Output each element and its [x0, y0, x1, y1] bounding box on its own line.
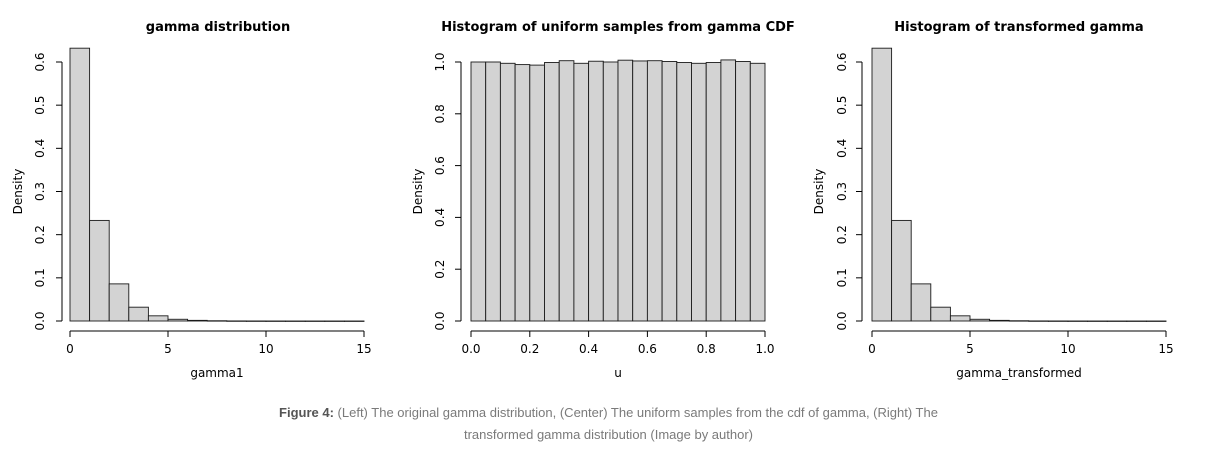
x-tick-label: 0.6 — [638, 342, 657, 356]
y-tick-label: 0.2 — [33, 225, 47, 244]
y-tick-label: 0.3 — [835, 182, 849, 201]
chart-panel-3: Histogram of transformed gamma 0 5 10 15 gamm… — [812, 20, 1174, 380]
x-tick-label: 5 — [966, 342, 974, 356]
histogram-bar — [485, 61, 501, 322]
histogram-bar — [573, 62, 590, 322]
histogram-bar — [187, 319, 208, 322]
histogram-bar — [529, 64, 545, 322]
histogram-bar — [470, 61, 487, 322]
y-axis-label: Density — [411, 169, 425, 215]
histogram-bar — [910, 283, 932, 322]
histogram-bar — [167, 318, 189, 322]
chart-title: gamma distribution — [146, 20, 290, 35]
histogram-bar — [89, 219, 110, 322]
histogram-bar — [676, 62, 692, 322]
chart-title: Histogram of uniform samples from gamma … — [441, 20, 795, 35]
x-axis-label: gamma_transformed — [956, 366, 1082, 380]
y-tick-label: 0.0 — [433, 311, 447, 330]
y-tick-label: 0.0 — [835, 311, 849, 330]
histogram-bar — [949, 315, 971, 322]
y-tick-label: 0.5 — [33, 96, 47, 115]
histogram-bar — [735, 61, 751, 322]
histogram-bar — [661, 61, 678, 322]
histogram-bar — [749, 62, 766, 322]
x-tick-label: 15 — [356, 342, 371, 356]
y-tick-label: 0.6 — [433, 156, 447, 175]
chart-panel-2: Histogram of uniform samples from gamma … — [411, 20, 795, 380]
histogram-bar — [871, 47, 893, 322]
histogram-bar — [989, 319, 1010, 322]
histogram-bar — [632, 60, 648, 322]
histogram-bar — [544, 62, 560, 322]
chart-panel-1: gamma distribution 0 5 10 15 gamma1 0.0 0.1 0.2 0… — [11, 20, 372, 380]
x-axis-label: u — [614, 366, 622, 380]
x-tick-label: 0 — [66, 342, 74, 356]
x-tick-label: 15 — [1158, 342, 1173, 356]
x-tick-label: 5 — [164, 342, 172, 356]
x-tick-label: 10 — [258, 342, 273, 356]
histogram-bar — [930, 306, 951, 322]
histogram-bar — [108, 283, 130, 322]
y-tick-label: 0.8 — [433, 104, 447, 123]
y-tick-label: 0.6 — [33, 52, 47, 71]
y-tick-label: 0.5 — [835, 96, 849, 115]
y-tick-label: 0.1 — [835, 268, 849, 287]
histogram-bar — [128, 306, 149, 322]
y-tick-label: 0.2 — [433, 260, 447, 279]
histogram-bar — [602, 61, 619, 322]
y-tick-label: 0.4 — [835, 139, 849, 158]
histogram-bar — [891, 219, 912, 322]
y-axis-label: Density — [812, 169, 826, 215]
histogram-bar — [646, 60, 663, 322]
x-tick-label: 0 — [868, 342, 876, 356]
y-tick-label: 1.0 — [433, 52, 447, 71]
histogram-bar — [691, 62, 707, 322]
histogram-bar — [588, 60, 604, 322]
y-tick-label: 0.1 — [33, 268, 47, 287]
x-axis-label: gamma1 — [190, 366, 243, 380]
figure-charts: gamma distribution 0 5 10 15 gamma1 0.0 0.1 0.2 0… — [11, 20, 1174, 380]
y-tick-label: 0.4 — [33, 139, 47, 158]
x-tick-label: 0.2 — [520, 342, 539, 356]
x-tick-label: 1.0 — [755, 342, 774, 356]
figure-caption: Figure 4: (Left) The original gamma dist… — [250, 402, 967, 446]
histogram-bar — [514, 64, 531, 322]
y-tick-label: 0.4 — [433, 208, 447, 227]
y-tick-label: 0.0 — [33, 311, 47, 330]
y-tick-label: 0.3 — [33, 182, 47, 201]
histogram-bar — [617, 59, 634, 322]
x-tick-label: 0.0 — [461, 342, 480, 356]
histogram-bar — [969, 318, 991, 322]
chart-title: Histogram of transformed gamma — [894, 20, 1143, 35]
histogram-bar — [147, 315, 169, 322]
histogram-bar — [705, 62, 722, 322]
histogram-bar — [69, 47, 91, 322]
histogram-bar — [499, 62, 516, 322]
x-tick-label: 0.8 — [697, 342, 716, 356]
x-tick-label: 0.4 — [579, 342, 598, 356]
histogram-bar — [720, 59, 737, 322]
y-tick-label: 0.2 — [835, 225, 849, 244]
y-axis-label: Density — [11, 169, 25, 215]
histogram-bar — [558, 60, 575, 322]
caption-text: (Left) The original gamma distribution, … — [333, 405, 938, 442]
caption-prefix: Figure 4: — [279, 405, 334, 420]
x-tick-label: 10 — [1060, 342, 1075, 356]
y-tick-label: 0.6 — [835, 52, 849, 71]
